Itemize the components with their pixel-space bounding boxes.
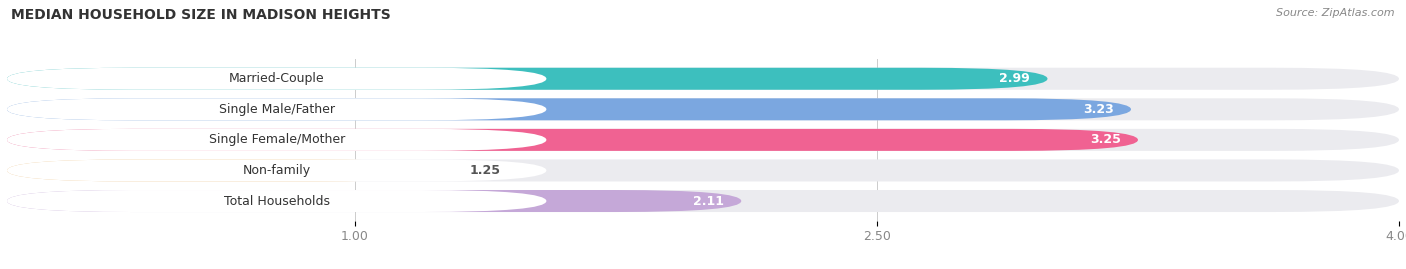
- FancyBboxPatch shape: [7, 129, 1399, 151]
- FancyBboxPatch shape: [7, 68, 1399, 90]
- FancyBboxPatch shape: [7, 68, 1047, 90]
- FancyBboxPatch shape: [7, 98, 1130, 120]
- Text: Total Households: Total Households: [224, 194, 330, 207]
- FancyBboxPatch shape: [7, 98, 1399, 120]
- Text: 3.25: 3.25: [1090, 133, 1121, 146]
- Text: 2.99: 2.99: [1000, 72, 1031, 85]
- Text: MEDIAN HOUSEHOLD SIZE IN MADISON HEIGHTS: MEDIAN HOUSEHOLD SIZE IN MADISON HEIGHTS: [11, 8, 391, 22]
- FancyBboxPatch shape: [7, 129, 547, 151]
- Text: Source: ZipAtlas.com: Source: ZipAtlas.com: [1277, 8, 1395, 18]
- FancyBboxPatch shape: [7, 160, 547, 182]
- Text: 1.25: 1.25: [470, 164, 501, 177]
- FancyBboxPatch shape: [7, 129, 1137, 151]
- Text: Single Male/Father: Single Male/Father: [219, 103, 335, 116]
- Text: Married-Couple: Married-Couple: [229, 72, 325, 85]
- FancyBboxPatch shape: [7, 160, 1399, 182]
- FancyBboxPatch shape: [7, 190, 1399, 212]
- FancyBboxPatch shape: [7, 160, 441, 182]
- Text: Single Female/Mother: Single Female/Mother: [208, 133, 344, 146]
- FancyBboxPatch shape: [7, 98, 547, 120]
- Text: Non-family: Non-family: [243, 164, 311, 177]
- FancyBboxPatch shape: [7, 190, 547, 212]
- Text: 2.11: 2.11: [693, 194, 724, 207]
- Text: 3.23: 3.23: [1083, 103, 1114, 116]
- FancyBboxPatch shape: [7, 190, 741, 212]
- FancyBboxPatch shape: [7, 68, 547, 90]
